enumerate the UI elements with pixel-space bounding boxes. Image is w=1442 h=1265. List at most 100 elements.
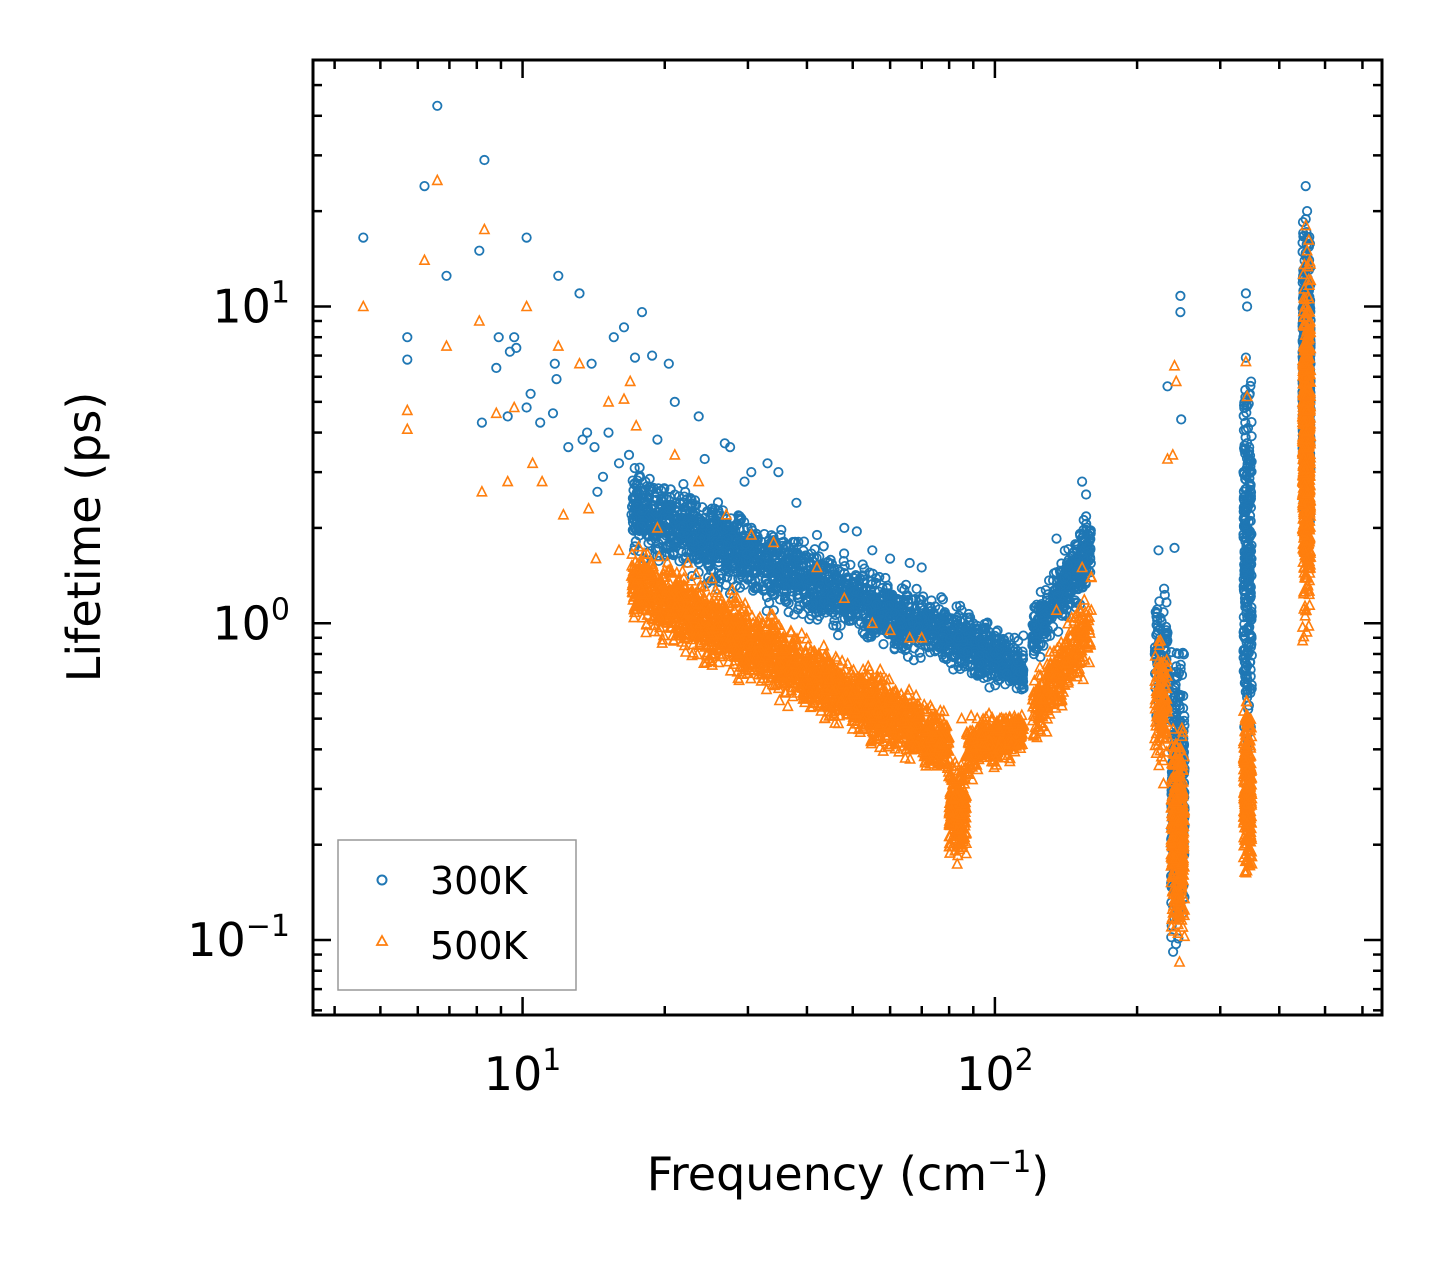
point-500k	[781, 699, 794, 712]
point-300k	[811, 529, 823, 541]
point-300k	[521, 232, 532, 243]
point-300k	[857, 559, 868, 570]
point-300k	[746, 466, 757, 478]
point-300k	[574, 288, 585, 299]
point-300k	[629, 352, 641, 363]
point-300k	[911, 583, 922, 595]
point-300k	[663, 358, 674, 369]
point-300k	[1242, 301, 1253, 312]
point-300k	[1153, 545, 1164, 556]
point-300k	[581, 427, 593, 438]
point-300k	[623, 449, 635, 460]
point-300k	[669, 396, 680, 407]
point-300k	[1003, 632, 1014, 643]
point-300k	[547, 408, 559, 419]
point-300k	[402, 354, 413, 365]
scatter-points	[357, 100, 1317, 967]
point-300k	[900, 579, 912, 590]
point-300k	[855, 617, 867, 628]
point-300k	[878, 638, 889, 650]
point-300k	[563, 441, 574, 453]
point-300k	[549, 358, 560, 369]
point-300k	[699, 453, 710, 465]
point-300k	[762, 458, 773, 469]
point-300k	[636, 306, 648, 318]
point-300k	[1017, 646, 1028, 657]
point-300k	[798, 536, 810, 547]
point-300k	[1302, 206, 1313, 217]
point-300k	[502, 411, 513, 422]
point-300k	[924, 647, 936, 658]
point-300k	[402, 332, 413, 343]
point-300k	[937, 594, 949, 605]
point-300k	[814, 551, 825, 562]
point-300k	[1081, 489, 1092, 500]
point-300k	[1300, 181, 1311, 192]
point-300k	[646, 350, 658, 361]
point-300k	[358, 232, 369, 243]
point-300k	[720, 579, 732, 591]
point-300k	[509, 332, 520, 343]
point-300k	[432, 100, 443, 111]
point-300k	[419, 181, 430, 192]
point-300k	[1175, 306, 1186, 318]
point-300k	[491, 362, 502, 373]
point-300k	[586, 358, 597, 369]
point-300k	[525, 388, 536, 399]
point-300k	[822, 574, 833, 585]
point-300k	[776, 524, 787, 535]
point-300k	[1240, 288, 1252, 299]
point-300k	[589, 441, 600, 453]
point-300k	[851, 526, 862, 537]
point-300k	[652, 434, 663, 445]
point-300k	[511, 342, 522, 353]
point-300k	[715, 573, 727, 584]
point-300k	[884, 553, 896, 564]
point-300k	[948, 664, 959, 675]
point-300k	[618, 322, 630, 333]
point-300k	[1169, 542, 1180, 554]
point-300k	[839, 522, 850, 534]
point-300k	[739, 476, 750, 487]
point-300k	[553, 270, 564, 281]
point-300k	[677, 506, 688, 518]
point-300k	[678, 478, 689, 490]
point-300k	[1051, 533, 1062, 544]
point-300k	[479, 154, 490, 166]
point-300k	[1162, 381, 1173, 392]
point-300k	[1175, 290, 1186, 301]
point-300k	[1077, 476, 1088, 487]
point-300k	[1168, 946, 1179, 957]
point-300k	[1176, 414, 1187, 425]
point-300k	[910, 593, 921, 605]
point-300k	[904, 557, 915, 569]
point-300k	[818, 541, 829, 552]
point-300k	[791, 497, 802, 508]
point-300k	[926, 595, 937, 606]
point-300k	[493, 332, 504, 343]
point-300k	[990, 680, 1001, 691]
point-300k	[474, 245, 485, 256]
point-300k	[608, 332, 619, 343]
point-300k	[521, 402, 532, 413]
point-300k	[535, 417, 546, 428]
point-300k	[832, 630, 844, 641]
point-300k	[902, 651, 914, 662]
point-300k	[613, 458, 625, 469]
point-300k	[984, 682, 995, 693]
point-300k	[867, 545, 878, 556]
point-300k	[597, 471, 609, 482]
point-300k	[1018, 630, 1029, 641]
point-300k	[916, 562, 927, 573]
point-300k	[697, 502, 708, 513]
point-300k	[441, 270, 452, 281]
point-300k	[627, 513, 638, 525]
point-300k	[603, 427, 614, 438]
point-300k	[773, 466, 784, 478]
point-300k	[936, 592, 947, 603]
point-300k	[592, 486, 603, 497]
point-300k	[693, 411, 704, 422]
point-300k	[476, 417, 487, 428]
point-300k	[1053, 626, 1064, 637]
